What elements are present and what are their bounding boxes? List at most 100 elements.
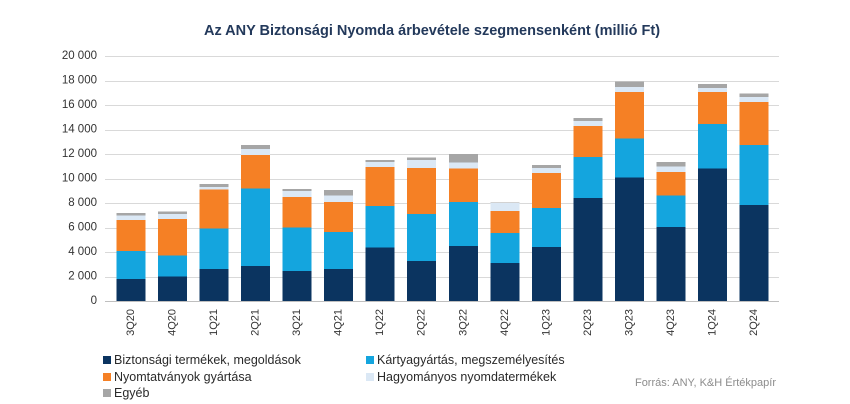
bar-biztonsagi-2Q23 (573, 198, 603, 301)
bar-hagyomanyos-2Q22 (407, 160, 437, 169)
x-tick-label: 4Q22 (499, 309, 511, 336)
bar-nyomtatvanyok-2Q23 (573, 125, 603, 158)
bar-egyeb-1Q21 (199, 184, 229, 188)
bar-biztonsagi-4Q23 (656, 226, 686, 301)
bar-egyeb-2Q24 (739, 93, 769, 98)
legend-swatch (103, 389, 111, 397)
bar-biztonsagi-1Q21 (199, 269, 229, 301)
bar-egyeb-3Q23 (615, 81, 645, 88)
bar-stack-2Q24 (739, 93, 769, 301)
legend-label: Nyomtatványok gyártása (114, 370, 252, 384)
y-tick-label: 2 000 (68, 271, 97, 283)
bar-stack-1Q23 (531, 165, 561, 301)
bar-biztonsagi-4Q22 (490, 263, 520, 301)
x-tick-label: 2Q23 (582, 309, 594, 336)
chart-title: Az ANY Biztonsági Nyomda árbevétele szeg… (204, 23, 660, 39)
bar-kartyagyartas-4Q22 (490, 233, 520, 264)
bar-kartyagyartas-1Q22 (365, 206, 395, 248)
y-tick-label: 10 000 (62, 173, 97, 185)
bar-nyomtatvanyok-3Q23 (615, 92, 645, 139)
x-tick-label: 1Q23 (540, 309, 552, 336)
bar-stack-3Q21 (282, 188, 312, 301)
y-tick-label: 16 000 (62, 99, 97, 111)
bar-hagyomanyos-2Q24 (739, 97, 769, 102)
legend-swatch (103, 373, 111, 381)
bar-biztonsagi-2Q21 (240, 266, 270, 301)
bar-kartyagyartas-1Q21 (199, 228, 229, 270)
bars (116, 81, 769, 301)
bar-hagyomanyos-2Q23 (573, 120, 603, 126)
x-tick-label: 3Q20 (125, 309, 137, 336)
y-tick-label: 18 000 (62, 75, 97, 87)
bar-egyeb-4Q21 (324, 190, 354, 196)
bar-hagyomanyos-2Q21 (240, 149, 270, 156)
legend-label: Egyéb (114, 386, 149, 400)
bar-kartyagyartas-4Q20 (157, 255, 187, 277)
x-tick-label: 4Q23 (665, 309, 677, 336)
legend-label: Kártyagyártás, megszemélyesítés (377, 353, 565, 367)
y-axis: 0 2 000 4 000 6 000 8 000 10 000 12 000 14 000 1… (62, 50, 97, 307)
x-tick-label: 2Q21 (249, 309, 261, 336)
bar-egyeb-1Q24 (698, 84, 728, 88)
source-note: Forrás: ANY, K&H Értékpapír (635, 376, 776, 389)
bar-hagyomanyos-4Q22 (490, 203, 520, 211)
bar-egyeb-4Q20 (157, 211, 187, 215)
bar-kartyagyartas-4Q21 (324, 231, 354, 270)
bar-biztonsagi-2Q24 (739, 204, 769, 301)
x-tick-label: 4Q20 (166, 309, 178, 336)
bar-stack-2Q22 (407, 157, 437, 301)
bar-egyeb-2Q21 (240, 144, 270, 150)
legend-label: Biztonsági termékek, megoldások (114, 353, 302, 367)
x-tick-label: 3Q21 (291, 309, 303, 336)
bar-nyomtatvanyok-2Q24 (739, 101, 769, 145)
y-tick-label: 20 000 (62, 50, 97, 62)
bar-egyeb-4Q23 (656, 161, 686, 167)
bar-biztonsagi-1Q24 (698, 168, 728, 301)
bar-nyomtatvanyok-2Q22 (407, 168, 437, 215)
x-axis: 3Q20 4Q20 1Q21 2Q21 3Q21 4Q21 1Q22 2Q22 3Q22 4Q22… (105, 301, 779, 336)
bar-stack-3Q23 (615, 81, 645, 301)
bar-nyomtatvanyok-3Q20 (116, 220, 146, 251)
bar-kartyagyartas-4Q23 (656, 195, 686, 227)
bar-egyeb-2Q22 (407, 157, 437, 161)
bar-kartyagyartas-2Q22 (407, 214, 437, 262)
bar-stack-2Q21 (240, 144, 270, 301)
legend-label: Hagyományos nyomdatermékek (377, 370, 557, 384)
bar-nyomtatvanyok-4Q22 (490, 210, 520, 234)
bar-hagyomanyos-1Q22 (365, 161, 395, 167)
bar-nyomtatvanyok-4Q21 (324, 201, 354, 232)
bar-stack-2Q23 (573, 117, 603, 301)
y-tick-label: 8 000 (68, 197, 97, 209)
bar-stack-1Q24 (698, 84, 728, 301)
legend-item-nyomtatvanyok: Nyomtatványok gyártása (103, 370, 252, 384)
bar-hagyomanyos-4Q21 (324, 195, 354, 202)
bar-nyomtatvanyok-3Q21 (282, 196, 312, 228)
y-tick-label: 0 (91, 295, 97, 307)
bar-stack-4Q20 (157, 211, 187, 301)
bar-kartyagyartas-2Q24 (739, 144, 769, 205)
bar-stack-4Q23 (656, 161, 686, 301)
y-tick-label: 12 000 (62, 148, 97, 160)
bar-egyeb-3Q22 (448, 154, 478, 163)
bar-hagyomanyos-3Q23 (615, 87, 645, 93)
bar-biztonsagi-1Q23 (531, 247, 561, 301)
bar-biztonsagi-2Q22 (407, 261, 437, 301)
bar-hagyomanyos-1Q21 (199, 187, 229, 190)
bar-egyeb-1Q23 (531, 165, 561, 169)
bar-nyomtatvanyok-4Q23 (656, 171, 686, 196)
x-tick-label: 2Q24 (748, 309, 760, 336)
bar-kartyagyartas-3Q21 (282, 227, 312, 271)
bar-nyomtatvanyok-4Q20 (157, 218, 187, 256)
bar-biztonsagi-4Q21 (324, 269, 354, 301)
y-tick-label: 6 000 (68, 222, 97, 234)
bar-nyomtatvanyok-1Q21 (199, 189, 229, 229)
bar-kartyagyartas-3Q22 (448, 201, 478, 246)
bar-biztonsagi-3Q23 (615, 177, 645, 301)
bar-nyomtatvanyok-1Q22 (365, 166, 395, 207)
bar-stack-3Q20 (116, 212, 146, 301)
bar-nyomtatvanyok-1Q24 (698, 92, 728, 124)
bar-stack-1Q22 (365, 160, 395, 301)
bar-stack-4Q22 (490, 202, 520, 301)
legend-swatch (103, 356, 111, 364)
bar-nyomtatvanyok-3Q22 (448, 168, 478, 202)
